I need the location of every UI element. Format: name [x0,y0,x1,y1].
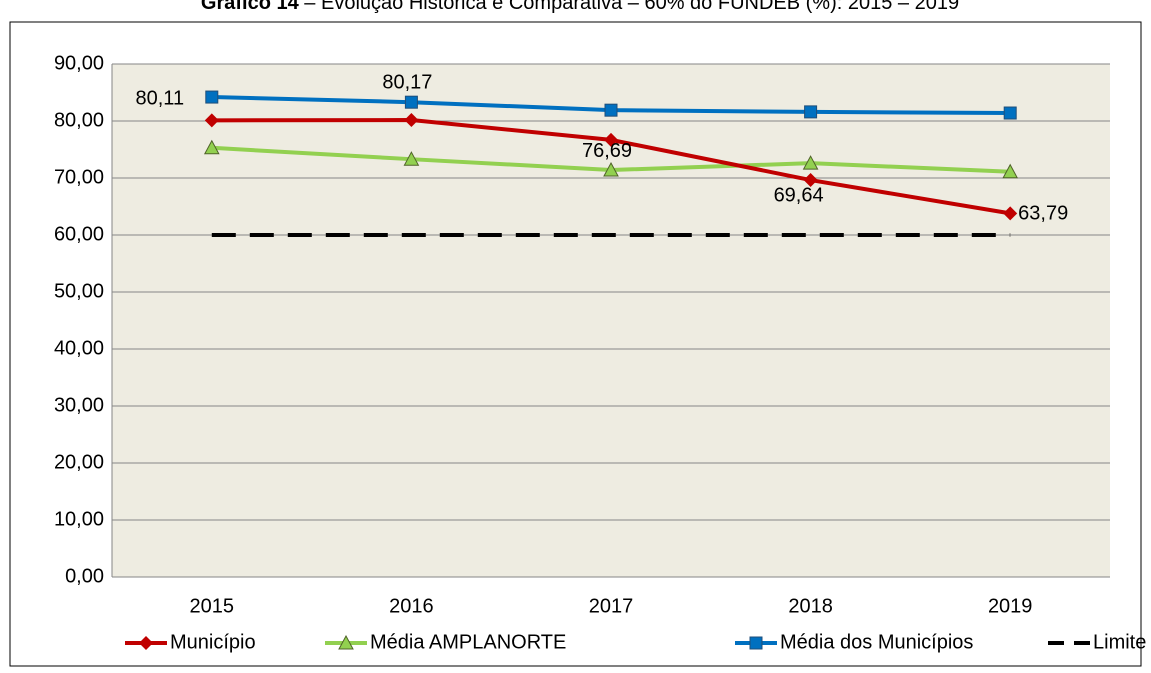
y-tick-label: 70,00 [54,166,104,188]
y-tick-label: 20,00 [54,451,104,473]
y-tick-label: 10,00 [54,508,104,530]
y-tick-label: 80,00 [54,109,104,131]
x-tick-label: 2016 [389,595,434,617]
data-point [604,132,618,147]
title-number: Gráfico 14 [201,0,300,14]
data-point [404,95,418,109]
legend-label: Média dos Municípios [780,631,973,653]
y-tick-label: 30,00 [54,394,104,416]
legend-label: Município [170,631,256,653]
y-tick-label: 40,00 [54,337,104,359]
legend-marker [749,636,763,650]
data-point [404,113,419,128]
plot-area [112,64,1110,577]
data-point [604,103,618,117]
data-point [804,105,818,119]
data-point [802,155,819,170]
data-label: 69,64 [774,184,824,206]
data-point [603,161,619,177]
data-point [1003,206,1018,221]
legend-label: Média AMPLANORTE [370,631,566,653]
legend-marker [338,634,354,650]
legend-marker [139,636,153,650]
data-label: 63,79 [1018,203,1068,225]
legend-label: Limite [1093,631,1146,653]
y-tick-label: 50,00 [54,280,104,302]
x-tick-label: 2017 [589,595,634,617]
data-label: 80,17 [382,71,432,93]
x-tick-label: 2019 [988,595,1033,617]
data-label: 76,69 [582,140,632,162]
y-tick-label: 90,00 [54,52,104,74]
title-text: – Evolução Histórica e Comparativa – 60%… [299,0,959,14]
data-point [203,139,220,155]
x-tick-label: 2018 [788,595,833,617]
data-point [1003,106,1017,120]
data-point [205,90,219,104]
y-tick-label: 0,00 [65,565,104,587]
data-label: 80,11 [136,88,185,110]
data-point [204,113,219,128]
chart-title: Gráfico 14 – Evolução Histórica e Compar… [201,0,959,14]
data-point [803,173,818,188]
x-tick-label: 2015 [190,595,235,617]
y-tick-label: 60,00 [54,223,104,245]
data-point [1002,163,1019,179]
data-point [403,151,420,166]
